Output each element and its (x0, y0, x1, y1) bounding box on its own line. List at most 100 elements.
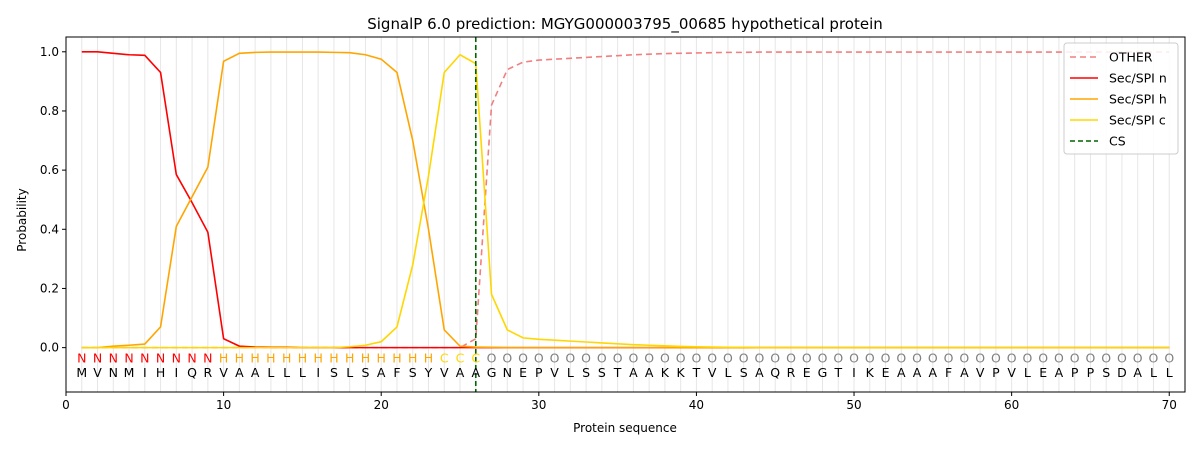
sequence-letter: S (409, 365, 417, 380)
region-label: O (534, 350, 544, 365)
region-label: O (1164, 350, 1174, 365)
x-tick-label: 60 (1004, 398, 1019, 412)
region-label: H (424, 350, 433, 365)
x-tick-label: 10 (216, 398, 231, 412)
region-label: O (1070, 350, 1080, 365)
sequence-letter: I (316, 365, 320, 380)
region-label: C (471, 350, 480, 365)
region-label: O (550, 350, 560, 365)
sequence-letter: R (787, 365, 796, 380)
sequence-letter: L (724, 365, 731, 380)
region-label: H (282, 350, 291, 365)
sequence-letter: L (1024, 365, 1031, 380)
region-label: O (881, 350, 891, 365)
region-label: H (329, 350, 338, 365)
region-label: O (1149, 350, 1159, 365)
sequence-letter: V (93, 365, 102, 380)
legend-label: Sec/SPI h (1109, 92, 1167, 107)
chart-title: SignalP 6.0 prediction: MGYG000003795_00… (367, 15, 883, 34)
sequence-letter: S (740, 365, 748, 380)
sequence-letter: V (440, 365, 449, 380)
region-label: O (786, 350, 796, 365)
region-label: H (219, 350, 228, 365)
sequence-letter: S (582, 365, 590, 380)
sequence-letter: L (567, 365, 574, 380)
region-label: O (912, 350, 922, 365)
region-label: O (975, 350, 985, 365)
sequence-letter: A (629, 365, 638, 380)
plot-area: NMNVNNNMNINHNINQNRHVHAHAHLHLHLHIHSHLHSHA… (40, 36, 1186, 412)
sequence-letter: A (960, 365, 969, 380)
x-tick-label: 20 (374, 398, 389, 412)
sequence-letter: A (235, 365, 244, 380)
sequence-letter: T (833, 365, 842, 380)
region-label: O (644, 350, 654, 365)
sequence-letter: F (945, 365, 952, 380)
sequence-letter: F (393, 365, 400, 380)
sequence-letter: A (897, 365, 906, 380)
y-axis-label: Probability (15, 188, 29, 251)
sequence-letter: L (299, 365, 306, 380)
region-label: H (235, 350, 244, 365)
y-tick-label: 0.6 (40, 163, 59, 177)
sequence-letter: V (550, 365, 559, 380)
region-label: O (502, 350, 512, 365)
series-line-sec-spi-c (81, 53, 1170, 349)
sequence-letter: S (330, 365, 338, 380)
region-label: H (298, 350, 307, 365)
region-label: O (597, 350, 607, 365)
region-label: O (692, 350, 702, 365)
region-label: H (361, 350, 370, 365)
region-label: N (187, 350, 196, 365)
region-label: N (124, 350, 133, 365)
sequence-letter: A (1133, 365, 1142, 380)
sequence-letter: Q (187, 365, 197, 380)
sequence-letter: A (929, 365, 938, 380)
sequence-letter: H (156, 365, 165, 380)
x-tick-label: 70 (1162, 398, 1177, 412)
y-tick-label: 1.0 (40, 45, 59, 59)
region-label: H (345, 350, 354, 365)
region-label: O (928, 350, 938, 365)
region-label: H (377, 350, 386, 365)
region-label: O (739, 350, 749, 365)
x-tick-label: 40 (689, 398, 704, 412)
sequence-letter: Y (424, 365, 433, 380)
region-label: N (172, 350, 181, 365)
region-label: O (518, 350, 528, 365)
region-label: O (1117, 350, 1127, 365)
sequence-letter: M (124, 365, 135, 380)
region-label: N (93, 350, 102, 365)
sequence-letter: A (471, 365, 480, 380)
legend-label: Sec/SPI c (1109, 113, 1166, 128)
region-label: O (581, 350, 591, 365)
y-tick-label: 0.0 (40, 341, 59, 355)
sequence-letter: V (1007, 365, 1016, 380)
sequence-letter: E (519, 365, 527, 380)
region-label: H (266, 350, 275, 365)
sequence-letter: P (1071, 365, 1079, 380)
region-label: O (1133, 350, 1143, 365)
sequence-letter: V (219, 365, 228, 380)
region-label: N (77, 350, 86, 365)
legend-label: OTHER (1109, 50, 1153, 65)
region-label: O (613, 350, 623, 365)
region-label: O (1054, 350, 1064, 365)
region-label: N (156, 350, 165, 365)
sequence-letter: K (661, 365, 670, 380)
sequence-letter: I (174, 365, 178, 380)
sequence-letter: L (267, 365, 274, 380)
x-tick-label: 0 (62, 398, 70, 412)
region-label: O (770, 350, 780, 365)
sequence-letter: A (251, 365, 260, 380)
region-label: H (392, 350, 401, 365)
region-label: O (676, 350, 686, 365)
sequence-letter: E (882, 365, 890, 380)
region-label: C (456, 350, 465, 365)
sequence-letter: A (456, 365, 465, 380)
series-line-sec-spi-n (81, 50, 1170, 349)
region-label: O (755, 350, 765, 365)
sequence-letter: L (1166, 365, 1173, 380)
region-label: H (313, 350, 322, 365)
region-label: O (565, 350, 575, 365)
